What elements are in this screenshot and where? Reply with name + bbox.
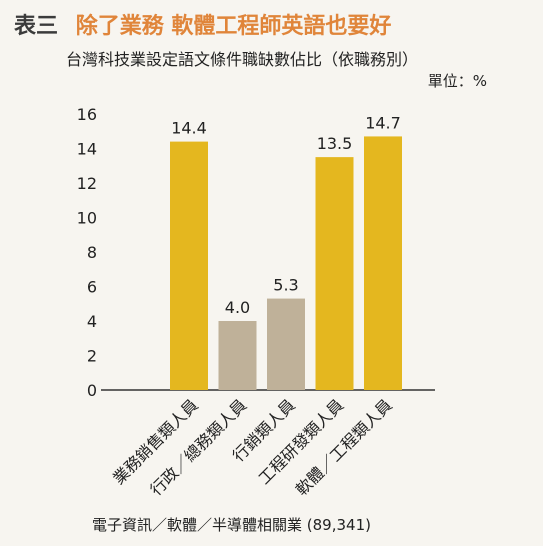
bar-2	[218, 321, 257, 390]
category-label: 業務銷售類人員	[109, 395, 202, 488]
data-label: 13.5	[317, 134, 353, 153]
table-number: 表三	[14, 14, 59, 39]
unit-label: 單位：%	[427, 72, 487, 90]
y-tick-label: 12	[77, 174, 97, 193]
chart-subtitle: 台灣科技業設定語文條件職缺數佔比（依職務別）	[66, 50, 419, 69]
y-tick-label: 10	[77, 209, 97, 228]
bar-3	[267, 298, 305, 390]
data-label: 5.3	[273, 276, 298, 295]
bar-5	[364, 136, 402, 390]
y-tick-label: 0	[87, 381, 97, 400]
data-label: 14.7	[365, 113, 401, 132]
y-tick-label: 4	[87, 312, 97, 331]
bar-4	[315, 157, 354, 390]
category-label: 工程研發類人員	[255, 395, 348, 488]
data-label: 14.4	[171, 119, 207, 138]
y-tick-label: 8	[87, 243, 97, 262]
y-tick-label: 6	[87, 278, 97, 297]
y-tick-label: 2	[87, 347, 97, 366]
y-tick-label: 16	[77, 105, 97, 124]
bar-1	[170, 141, 208, 390]
chart-title-row: 表三 除了業務 軟體工程師英語也要好	[14, 8, 391, 40]
source-note: 電子資訊／軟體／半導體相關業 (89,341)	[92, 516, 371, 534]
y-tick-label: 14	[77, 140, 97, 159]
data-label: 4.0	[225, 298, 250, 317]
headline: 除了業務 軟體工程師英語也要好	[75, 14, 392, 39]
